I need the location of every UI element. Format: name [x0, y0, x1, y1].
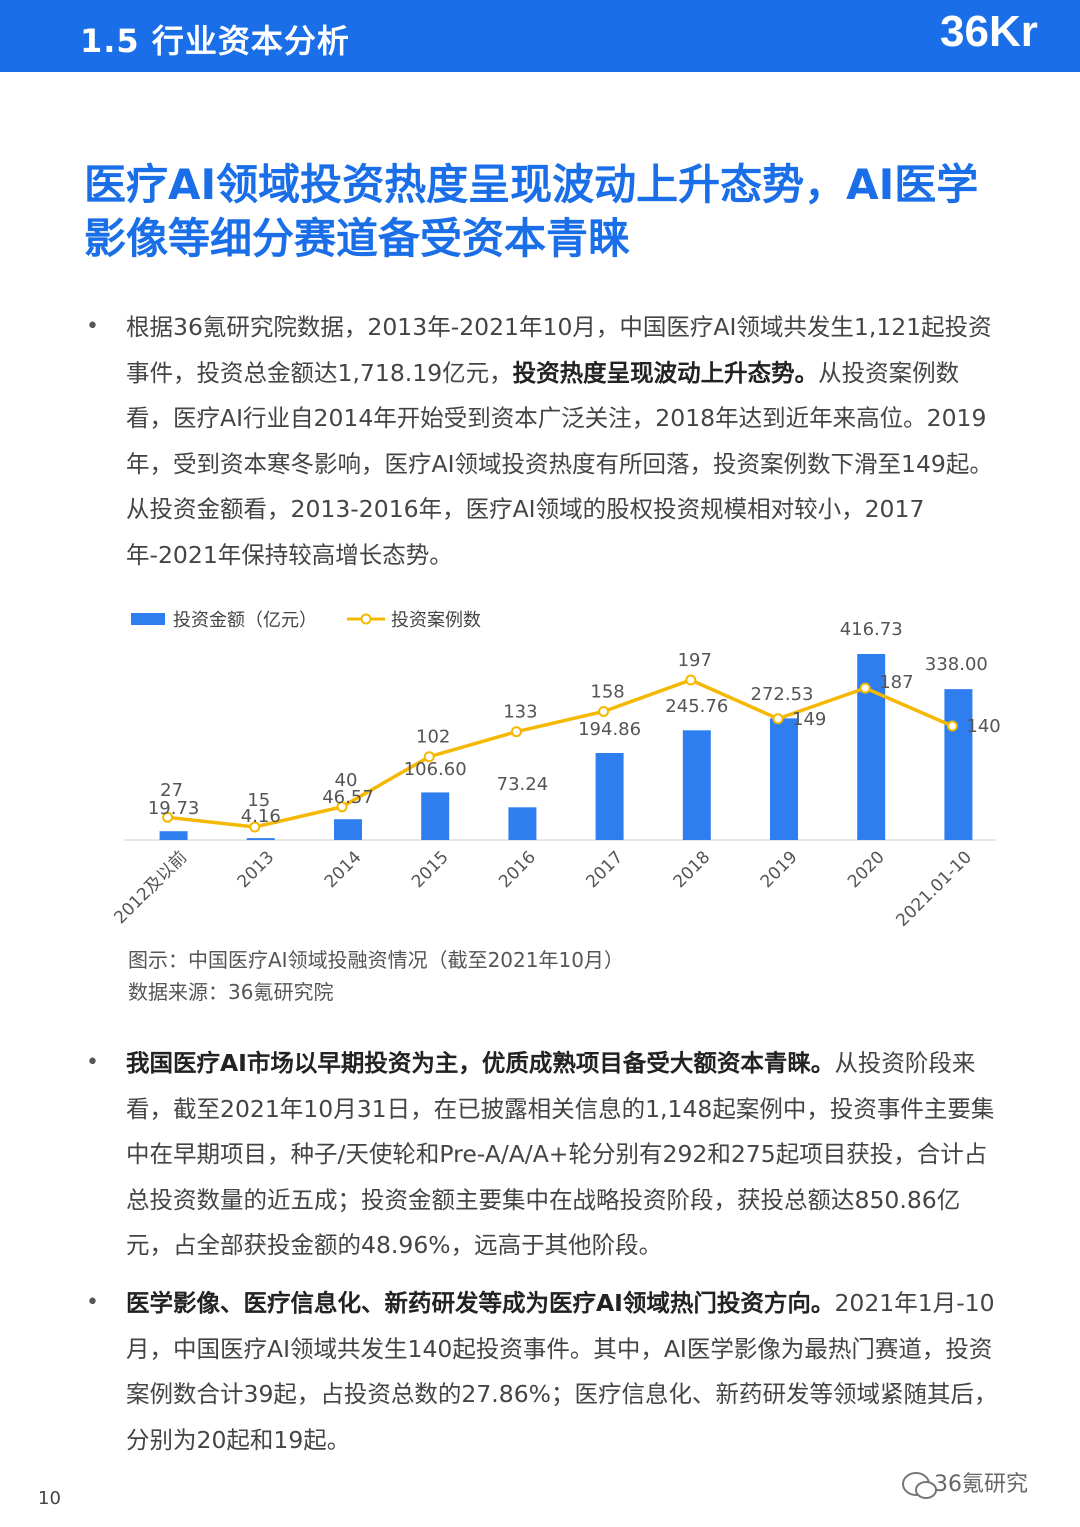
line-point [685, 674, 697, 686]
line-point [772, 713, 784, 725]
bar [508, 807, 537, 840]
paragraph-2-rest: 从投资阶段来看，截至2021年10月31日，在已披露相关信息的1,148起案例中… [126, 1049, 995, 1259]
brand-logo: 36Kr [940, 7, 1038, 56]
paragraph-1-text: 根据36氪研究院数据，2013年-2021年10月，中国医疗AI领域共发生1,1… [126, 313, 992, 387]
x-tick-label: 2018 [670, 847, 715, 892]
line-point [336, 801, 348, 813]
paragraph-3-highlight: 医学影像、医疗信息化、新药研发等成为医疗AI领域热门投资方向。 [126, 1289, 835, 1317]
legend-bar-swatch [131, 613, 165, 625]
line-point [162, 811, 174, 823]
line-data-label: 15 [247, 790, 270, 811]
bar-data-label: 46.57 [322, 787, 374, 808]
bar-data-label: 4.16 [241, 806, 281, 827]
investment-chart: 19.73 4.16 46.57 106.60 73.24 194.86 245.76 272… [0, 590, 1080, 950]
x-tick-label: 2012及以前 [110, 847, 191, 928]
paragraph-3: 医学影像、医疗信息化、新药研发等成为医疗AI领域热门投资方向。2021年1月-1… [126, 1281, 998, 1463]
page-title: 医疗AI领域投资热度呈现波动上升态势，AI医学影像等细分赛道备受资本青睐 [84, 160, 979, 263]
bar [944, 689, 973, 840]
legend-bar-label: 投资金额（亿元） [173, 610, 317, 631]
section-label: 1.5 行业资本分析 [80, 22, 350, 60]
bar-data-label: 73.24 [497, 774, 549, 795]
bar-data-label: 106.60 [404, 759, 467, 780]
bar-data-label: 19.73 [148, 798, 200, 819]
x-tick-label: 2013 [234, 847, 279, 892]
bar-data-label: 272.53 [751, 684, 814, 705]
bar-data-label: 194.86 [578, 719, 641, 740]
bar [595, 753, 624, 840]
bar [770, 718, 798, 840]
bullet-icon: • [86, 314, 99, 339]
legend-line-marker [360, 613, 372, 625]
x-tick-label: 2014 [321, 847, 366, 892]
brand-logo-text: 36Kr [940, 7, 1038, 56]
bar-data-label: 338.00 [925, 654, 988, 675]
legend-line-label: 投资案例数 [391, 610, 481, 631]
paragraph-1-rest: 从投资案例数看，医疗AI行业自2014年开始受到资本广泛关注，2018年达到近年… [126, 358, 993, 569]
line-data-label: 158 [590, 682, 624, 703]
line-data-label: 149 [792, 709, 826, 730]
line-data-label: 40 [335, 770, 358, 791]
watermark-text: 36氪研究 [934, 1472, 1028, 1497]
bar-data-label: 245.76 [665, 696, 728, 717]
x-tick-label: 2019 [757, 847, 802, 892]
line-data-label: 140 [966, 716, 1000, 737]
line-point [510, 726, 522, 738]
series-line [167, 678, 954, 829]
bar [334, 819, 362, 840]
x-tick-label: 2020 [844, 847, 889, 892]
paragraph-1-highlight: 投资热度呈现波动上升态势。 [512, 358, 819, 387]
chart-svg: 19.73 4.1646.57106.6073.24194.86245.76272… [110, 610, 1000, 931]
line-data-label: 187 [879, 672, 913, 693]
page-number: 10 [38, 1488, 61, 1509]
line-data-label: 197 [678, 650, 712, 671]
bar [246, 838, 275, 840]
line-point [249, 821, 261, 833]
line-point [423, 751, 435, 763]
bar [682, 730, 711, 840]
paragraph-2: 我国医疗AI市场以早期投资为主，优质成熟项目备受大额资本青睐。从投资阶段来看，截… [126, 1041, 998, 1269]
bar-data-label: 416.73 [840, 619, 903, 640]
x-tick-label: 2015 [408, 847, 453, 892]
bar [159, 831, 188, 840]
line-point [598, 706, 610, 717]
header-bar [0, 0, 1080, 72]
x-tick-label: 2017 [582, 847, 627, 892]
bar [421, 792, 450, 840]
bullet-icon: • [86, 1050, 99, 1075]
paragraph-3-rest: 2021年1月-10月，中国医疗AI领域共发生140起投资事件。其中，AI医学影… [126, 1289, 998, 1454]
line-point [859, 682, 871, 694]
paragraph-1: 根据36氪研究院数据，2013年-2021年10月，中国医疗AI领域共发生1,1… [126, 305, 998, 578]
line-data-label: 133 [503, 702, 537, 723]
wechat-icon [902, 1472, 937, 1499]
figure-caption: 图示：中国医疗AI领域投融资情况（截至2021年10月） [128, 948, 624, 972]
line-point [946, 720, 958, 732]
x-tick-label: 2016 [495, 847, 540, 892]
line-data-label: 102 [416, 727, 450, 748]
paragraph-2-highlight: 我国医疗AI市场以早期投资为主，优质成熟项目备受大额资本青睐。 [126, 1049, 835, 1077]
source-caption: 数据来源：36氪研究院 [128, 980, 334, 1004]
bullet-icon: • [86, 1290, 99, 1315]
line-data-label: 27 [160, 780, 183, 801]
x-tick-label: 2021.01-10 [892, 847, 975, 930]
